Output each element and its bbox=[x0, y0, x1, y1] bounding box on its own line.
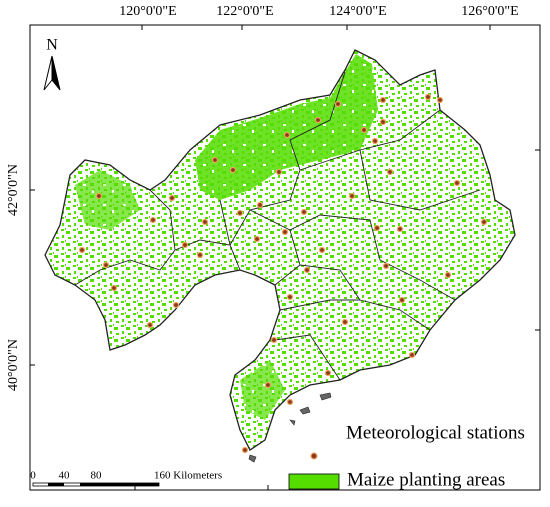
scale-label: 160 Kilometers bbox=[154, 470, 222, 482]
legend-label: Meteorological stations bbox=[346, 422, 525, 443]
north-label: N bbox=[46, 37, 58, 54]
lat-label: 40°0'0"N bbox=[6, 339, 21, 391]
legend-label: Maize planting areas bbox=[347, 469, 505, 490]
legend: Meteorological stations Maize planting a… bbox=[288, 422, 525, 490]
legend-maize-symbol bbox=[288, 473, 340, 490]
lon-label: 120°0'0"E bbox=[119, 4, 176, 19]
lon-label: 122°0'0"E bbox=[216, 4, 273, 19]
map-frame bbox=[29, 24, 541, 491]
lat-label: 42°0'0"N bbox=[6, 164, 21, 216]
graticule-ticks bbox=[30, 25, 540, 490]
lon-label: 124°0'0"E bbox=[329, 4, 386, 19]
legend-station-symbol bbox=[310, 452, 318, 460]
lon-label: 126°0'0"E bbox=[461, 4, 518, 19]
scale-bar: 0 40 80 160 Kilometers bbox=[30, 470, 222, 487]
north-arrow: N bbox=[43, 37, 61, 91]
region bbox=[44, 49, 516, 463]
scale-label: 0 bbox=[30, 470, 36, 482]
scale-label: 40 bbox=[59, 470, 71, 482]
stations bbox=[78, 93, 488, 454]
scale-label: 80 bbox=[91, 470, 103, 482]
